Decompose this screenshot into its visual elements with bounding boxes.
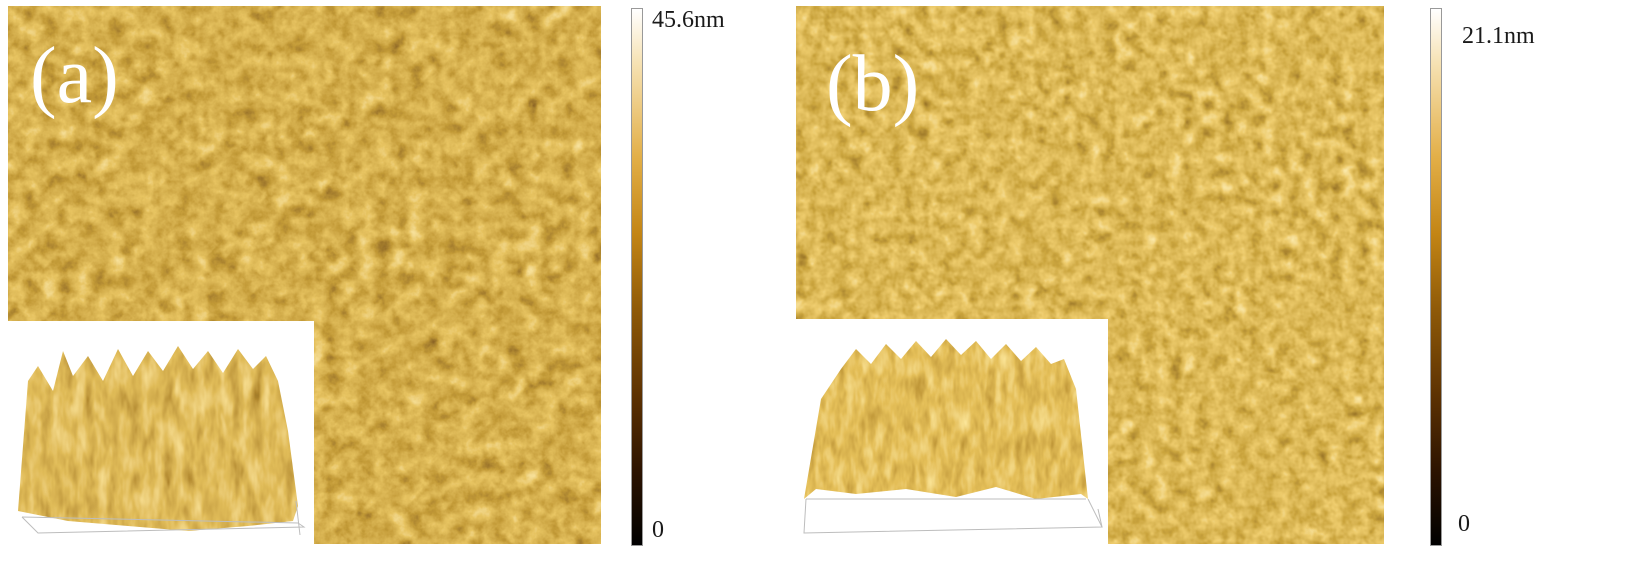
height-colorbar-a [631,8,643,546]
panel-label: (b) [826,40,920,128]
afm-3d-inset [8,321,314,544]
colorbar-max-label: 45.6nm [652,7,725,33]
colorbar-min-label: 0 [1458,511,1470,537]
colorbar-max-label: 21.1nm [1462,23,1535,49]
afm-height-map-b: (b) [796,6,1384,544]
colorbar-min-label: 0 [652,517,664,543]
height-colorbar-b [1430,8,1442,546]
afm-height-map-a: (a) [8,6,601,544]
afm-3d-surface-b [803,339,1103,534]
afm-3d-inset [796,319,1108,544]
afm-3d-surface-a [21,500,306,536]
panel-label: (a) [30,32,119,120]
